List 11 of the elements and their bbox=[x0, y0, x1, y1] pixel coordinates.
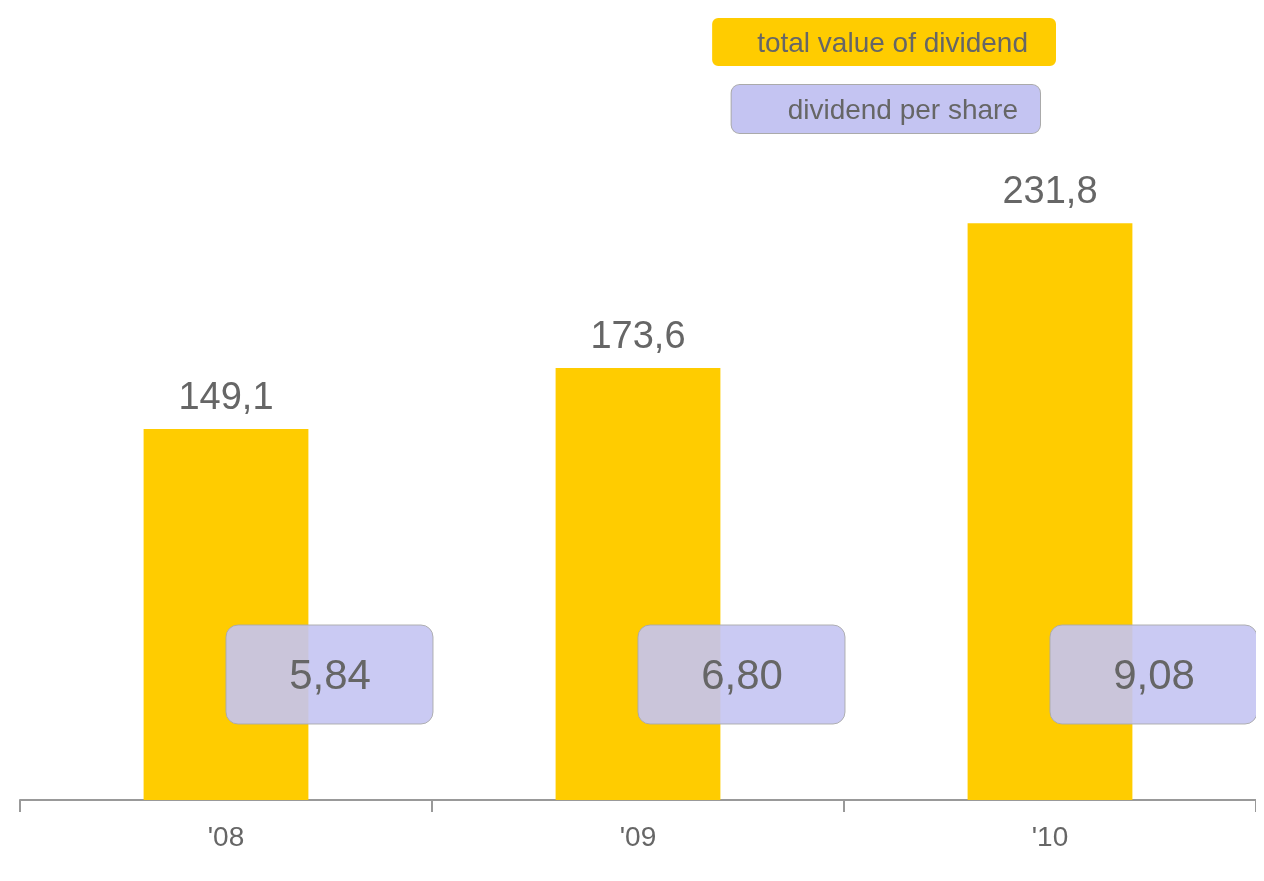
annotation: 6,80 bbox=[701, 650, 783, 698]
x-tick-label: '09 bbox=[619, 820, 657, 852]
text: dividend per share bbox=[787, 93, 1018, 125]
data-label: 231,8 bbox=[1002, 169, 1098, 212]
text: total value of dividend bbox=[757, 26, 1029, 58]
x-tick-label: '10 bbox=[1031, 820, 1069, 852]
annotation: 9,08 bbox=[1113, 650, 1195, 698]
data-label: 149,1 bbox=[178, 375, 274, 418]
data-label: 173,6 bbox=[590, 314, 686, 357]
x-tick-label: '08 bbox=[207, 820, 245, 852]
annotation: 5,84 bbox=[289, 650, 371, 698]
